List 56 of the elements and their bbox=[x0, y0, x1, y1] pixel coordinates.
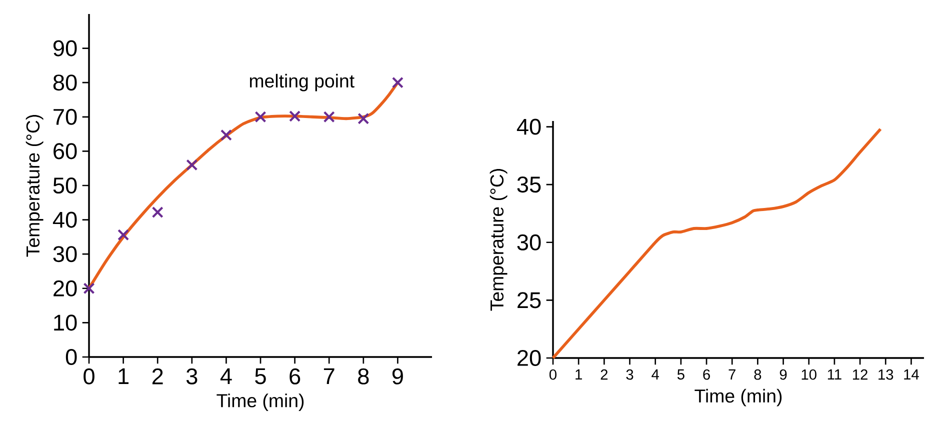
y-tick-label: 70 bbox=[54, 108, 77, 125]
x-tick-label: 4 bbox=[220, 368, 232, 384]
x-tick-label: 7 bbox=[728, 369, 736, 380]
x-tick-label: 8 bbox=[358, 368, 369, 384]
x-tick-label: 2 bbox=[600, 369, 608, 380]
x-tick-label: 1 bbox=[118, 368, 129, 384]
x-tick-label: 9 bbox=[780, 369, 787, 380]
point bbox=[323, 111, 335, 123]
x-tick-label: 4 bbox=[652, 369, 659, 380]
y-tick-label: 50 bbox=[53, 177, 77, 194]
point bbox=[254, 111, 266, 123]
x-tick-label: 12 bbox=[852, 369, 868, 380]
y-tick-label: 90 bbox=[53, 40, 77, 56]
y-tick-label: 20 bbox=[54, 280, 77, 296]
y-tick-label: 20 bbox=[518, 350, 541, 366]
y-tick-label: 10 bbox=[54, 314, 77, 331]
x-tick-label: 5 bbox=[255, 368, 266, 384]
x-tick-label: 0 bbox=[549, 369, 556, 380]
point bbox=[220, 129, 232, 141]
y-tick-label: 35 bbox=[517, 176, 541, 193]
point bbox=[186, 159, 198, 171]
y-tick-label: 30 bbox=[53, 246, 77, 262]
x-tick-label: 3 bbox=[626, 369, 634, 380]
y-tick-label: 60 bbox=[54, 143, 77, 160]
y-tick-label: 25 bbox=[518, 292, 541, 308]
y-axis-title: Temperature (°C) bbox=[26, 114, 44, 257]
y-tick-label: 40 bbox=[52, 212, 77, 228]
x-tick-label: 6 bbox=[290, 368, 300, 384]
y-tick-label: 80 bbox=[53, 74, 77, 91]
x-tick-label: 3 bbox=[186, 368, 198, 384]
x-tick-label: 1 bbox=[576, 369, 582, 380]
x-tick-label: 7 bbox=[324, 368, 334, 384]
x-tick-label: 6 bbox=[703, 369, 710, 380]
x-tick-label: 10 bbox=[802, 369, 816, 380]
x-tick-label: 14 bbox=[904, 369, 919, 380]
point bbox=[392, 76, 404, 88]
x-tick-label: 0 bbox=[84, 368, 94, 384]
x-tick-label: 2 bbox=[152, 368, 163, 384]
point bbox=[289, 110, 301, 122]
y-tick-label: 40 bbox=[516, 118, 541, 135]
x-tick-label: 9 bbox=[392, 368, 403, 384]
annotation: melting point bbox=[250, 74, 354, 92]
x-tick-label: 11 bbox=[828, 369, 842, 380]
line-series bbox=[552, 128, 882, 360]
point bbox=[358, 112, 370, 124]
y-tick-label: 0 bbox=[66, 348, 77, 366]
y-tick-label: 30 bbox=[517, 234, 541, 250]
x-tick-label: 13 bbox=[878, 369, 894, 380]
x-tick-label: 5 bbox=[677, 369, 684, 380]
point bbox=[152, 206, 164, 218]
x-axis-title: Time (min) bbox=[216, 394, 304, 411]
point bbox=[83, 282, 95, 294]
y-axis-title: Temperature (°C) bbox=[490, 168, 508, 311]
x-tick-label: 8 bbox=[754, 369, 762, 380]
point bbox=[118, 229, 130, 241]
x-axis-title: Time (min) bbox=[694, 388, 782, 406]
